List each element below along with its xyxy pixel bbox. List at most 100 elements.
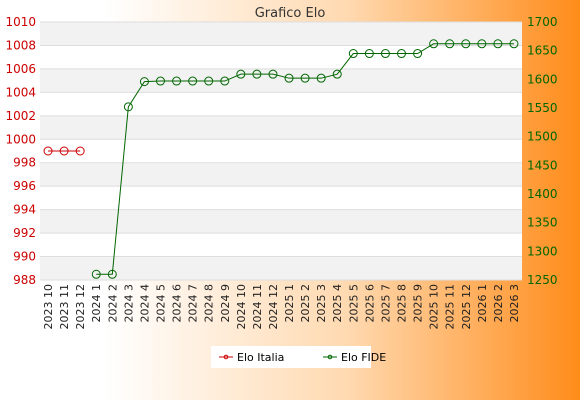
legend-box xyxy=(211,346,371,368)
y-right-tick-label: 1450 xyxy=(527,158,558,172)
y-axis-right: 1250 1300 1350 1400 1450 1500 1550 1600 1650 1700 xyxy=(527,15,558,287)
data-point-elo-fide xyxy=(477,39,487,49)
x-tick-label: 2024 11 xyxy=(251,284,264,330)
x-tick-label: 2024 3 xyxy=(122,284,135,323)
y-left-tick-label: 1002 xyxy=(5,109,36,123)
chart-title: Grafico Elo xyxy=(255,6,326,21)
x-tick-label: 2025 6 xyxy=(363,284,376,323)
y-right-tick-label: 1500 xyxy=(527,130,558,144)
x-tick-label: 2024 4 xyxy=(138,284,151,323)
y-left-tick-label: 1006 xyxy=(5,62,36,76)
series-line-elo-fide xyxy=(96,43,514,275)
x-tick-label: 2024 6 xyxy=(171,284,184,323)
x-tick-label: 2024 1 xyxy=(90,284,103,323)
y-left-tick-label: 1000 xyxy=(5,132,36,146)
series-layer xyxy=(43,39,519,279)
grid-band xyxy=(40,162,522,187)
data-point-elo-italia xyxy=(75,146,85,156)
data-point-elo-fide xyxy=(364,49,374,59)
y-right-tick-label: 1250 xyxy=(527,273,558,287)
grid-band xyxy=(40,68,522,93)
data-point-elo-fide xyxy=(268,69,278,79)
y-right-tick-label: 1400 xyxy=(527,187,558,201)
legend-marker-elo-fide xyxy=(327,354,333,360)
data-point-elo-fide xyxy=(380,49,390,59)
x-tick-label: 2024 5 xyxy=(155,284,168,323)
data-point-elo-fide xyxy=(236,69,246,79)
x-tick-label: 2024 2 xyxy=(106,284,119,323)
y-left-tick-label: 1004 xyxy=(5,85,36,99)
data-point-elo-fide xyxy=(300,73,310,83)
x-tick-label: 2023 10 xyxy=(42,284,55,330)
x-tick-label: 2026 3 xyxy=(508,284,521,323)
data-point-elo-fide xyxy=(91,269,101,279)
grid-band xyxy=(40,22,522,46)
grid-band xyxy=(40,209,522,234)
data-point-elo-fide xyxy=(172,76,182,86)
data-point-elo-fide xyxy=(204,76,214,86)
data-point-elo-fide xyxy=(461,39,471,49)
y-right-tick-label: 1550 xyxy=(527,101,558,115)
data-point-elo-fide xyxy=(509,39,519,49)
x-tick-label: 2025 11 xyxy=(444,284,457,330)
x-tick-label: 2025 1 xyxy=(283,284,296,323)
x-tick-label: 2025 3 xyxy=(315,284,328,323)
data-point-elo-fide xyxy=(220,76,230,86)
data-point-elo-fide xyxy=(445,39,455,49)
data-point-elo-fide xyxy=(188,76,198,86)
grid-band xyxy=(40,256,522,280)
legend: Elo Italia Elo FIDE xyxy=(211,346,386,368)
x-tick-label: 2023 11 xyxy=(58,284,71,330)
x-tick-label: 2026 1 xyxy=(476,284,489,323)
x-tick-label: 2026 2 xyxy=(492,284,505,323)
data-point-elo-fide xyxy=(252,69,262,79)
y-right-tick-label: 1700 xyxy=(527,15,558,29)
grid-band xyxy=(40,115,522,140)
data-point-elo-fide xyxy=(139,77,149,87)
y-axis-left: 988 990 992 994 996 998 1000 1002 1004 1006 1008 10… xyxy=(5,15,36,287)
legend-label-elo-fide: Elo FIDE xyxy=(341,351,386,364)
x-tick-label: 2024 8 xyxy=(203,284,216,323)
x-tick-label: 2025 10 xyxy=(428,284,441,330)
x-tick-label: 2025 2 xyxy=(299,284,312,323)
legend-marker-elo-italia xyxy=(223,354,229,360)
y-left-tick-label: 1008 xyxy=(5,38,36,52)
x-tick-label: 2025 7 xyxy=(379,284,392,323)
y-right-tick-label: 1350 xyxy=(527,216,558,230)
data-point-elo-fide xyxy=(123,102,133,112)
data-point-elo-fide xyxy=(493,39,503,49)
y-left-tick-label: 994 xyxy=(13,203,36,217)
y-left-tick-label: 992 xyxy=(13,226,36,240)
gridlines xyxy=(40,21,522,281)
data-point-elo-fide xyxy=(156,76,165,86)
data-point-elo-fide xyxy=(107,269,117,279)
x-tick-label: 2025 12 xyxy=(460,284,473,330)
y-left-tick-label: 996 xyxy=(13,179,36,193)
y-left-tick-label: 1010 xyxy=(5,15,36,29)
legend-label-elo-italia: Elo Italia xyxy=(237,351,284,364)
data-point-elo-fide xyxy=(348,49,358,59)
data-point-elo-fide xyxy=(332,69,342,79)
x-tick-label: 2025 5 xyxy=(347,284,360,323)
x-tick-label: 2024 12 xyxy=(267,284,280,330)
x-tick-label: 2024 7 xyxy=(187,284,200,323)
plot-area xyxy=(40,22,522,280)
y-left-tick-label: 990 xyxy=(13,250,36,264)
data-point-elo-fide xyxy=(413,49,423,59)
y-left-tick-label: 988 xyxy=(13,273,36,287)
y-right-tick-label: 1600 xyxy=(527,72,558,86)
data-point-elo-italia xyxy=(43,146,53,156)
data-point-elo-italia xyxy=(59,146,69,156)
x-tick-label: 2025 9 xyxy=(412,284,425,323)
data-point-elo-fide xyxy=(397,49,406,59)
data-point-elo-fide xyxy=(429,39,439,49)
x-tick-label: 2024 10 xyxy=(235,284,248,330)
x-tick-label: 2024 9 xyxy=(219,284,232,323)
y-left-tick-label: 998 xyxy=(13,156,36,170)
x-tick-label: 2025 4 xyxy=(331,284,344,323)
plot-background xyxy=(40,22,522,280)
y-right-tick-label: 1300 xyxy=(527,244,558,258)
